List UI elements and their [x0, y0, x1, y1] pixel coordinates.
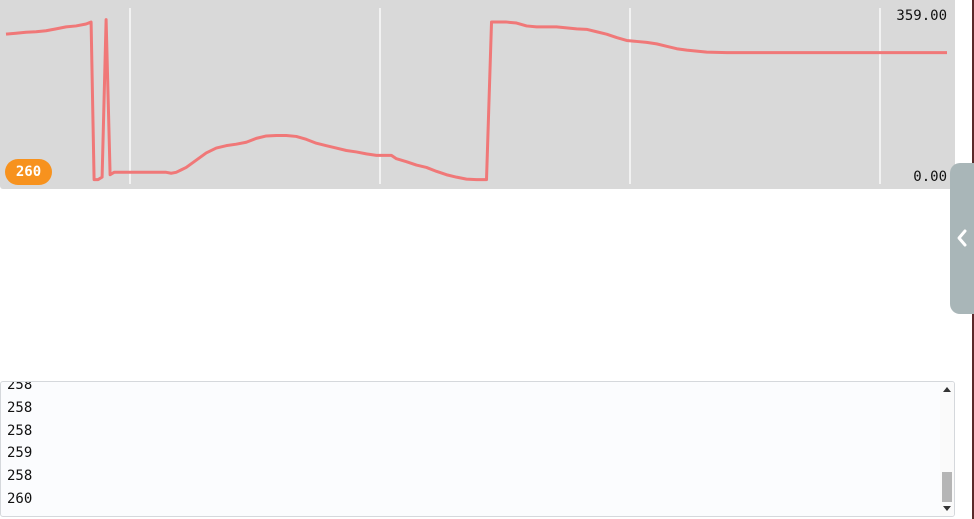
console-lines: 258 258 258 259 258 260	[7, 381, 33, 511]
serial-plotter: 359.00 0.00 260	[0, 0, 955, 189]
y-axis-min-label: 0.00	[913, 169, 947, 185]
plot-canvas	[5, 8, 947, 184]
console-line: 258	[7, 381, 33, 393]
console-scrollbar[interactable]	[940, 382, 954, 516]
console-line: 258	[7, 399, 33, 416]
current-value-badge: 260	[5, 159, 52, 185]
serial-console[interactable]: 258 258 258 259 258 260	[0, 381, 955, 517]
console-line: 260	[7, 490, 33, 507]
console-line: 258	[7, 422, 33, 439]
side-panel-toggle[interactable]	[950, 163, 974, 314]
scroll-thumb[interactable]	[942, 472, 952, 502]
scroll-up-arrow-icon[interactable]	[943, 387, 951, 392]
series-line	[5, 18, 947, 182]
y-axis-max-label: 359.00	[896, 8, 947, 24]
scroll-down-arrow-icon[interactable]	[943, 506, 951, 511]
console-line: 259	[7, 445, 33, 462]
console-line: 258	[7, 468, 33, 485]
chevron-left-icon	[955, 227, 969, 253]
